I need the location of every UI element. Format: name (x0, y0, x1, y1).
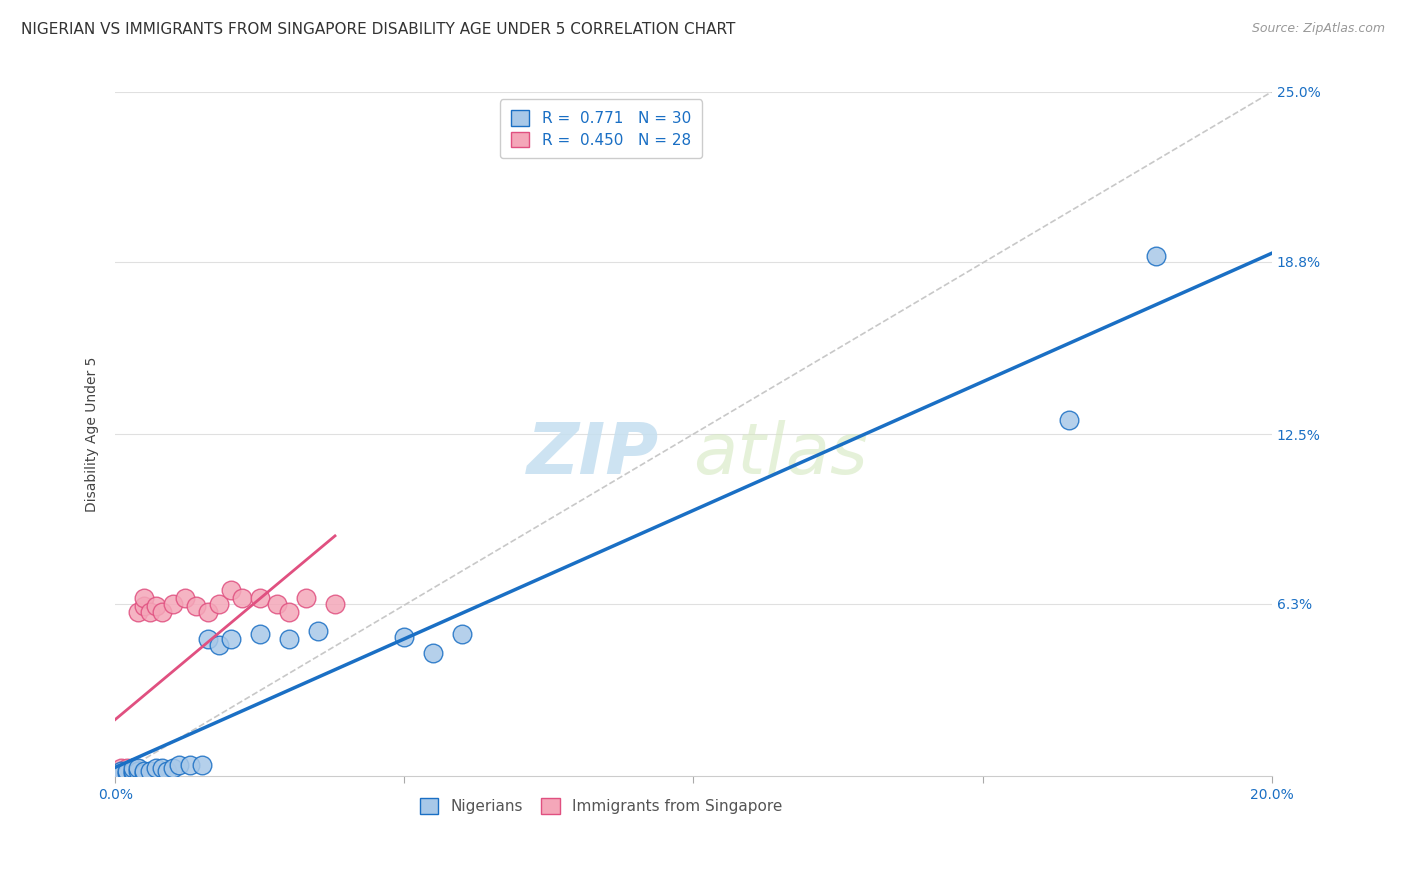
Point (150, 605, 173, 619)
Text: ZIP: ZIP (527, 420, 659, 489)
Point (249, 627, 271, 641)
Point (134, 591, 156, 606)
Point (127, 761, 149, 775)
Point (110, 764, 132, 778)
Point (121, 761, 143, 775)
Point (277, 605, 299, 619)
Point (145, 599, 167, 614)
Point (249, 591, 271, 606)
Point (179, 758, 201, 772)
Point (127, 766, 149, 780)
Point (1144, 249, 1167, 263)
Point (121, 764, 143, 778)
Point (110, 766, 132, 780)
Point (219, 632, 242, 647)
Point (145, 761, 167, 775)
Point (197, 632, 219, 647)
Point (127, 605, 149, 619)
Point (1059, 413, 1081, 427)
Point (167, 758, 190, 772)
Legend: Nigerians, Immigrants from Singapore: Nigerians, Immigrants from Singapore (411, 789, 792, 823)
Point (295, 591, 318, 606)
Point (208, 638, 231, 652)
Point (139, 605, 162, 619)
Point (115, 766, 138, 780)
Point (121, 761, 143, 775)
Y-axis label: Disability Age Under 5: Disability Age Under 5 (86, 356, 100, 512)
Point (115, 764, 138, 778)
Point (121, 766, 143, 780)
Text: NIGERIAN VS IMMIGRANTS FROM SINGAPORE DISABILITY AGE UNDER 5 CORRELATION CHART: NIGERIAN VS IMMIGRANTS FROM SINGAPORE DI… (21, 22, 735, 37)
Point (191, 758, 214, 772)
Point (121, 764, 143, 778)
Point (422, 646, 444, 660)
Point (110, 761, 132, 775)
Point (173, 591, 195, 606)
Point (110, 766, 132, 780)
Point (110, 764, 132, 778)
Point (115, 764, 138, 778)
Point (134, 599, 156, 614)
Point (121, 766, 143, 780)
Point (208, 597, 231, 611)
Point (323, 597, 346, 611)
Text: atlas: atlas (693, 420, 868, 489)
Point (394, 630, 416, 644)
Point (134, 764, 156, 778)
Point (186, 599, 208, 614)
Point (115, 766, 138, 780)
Point (219, 582, 242, 597)
Point (162, 761, 184, 775)
Point (231, 591, 253, 606)
Point (156, 764, 179, 778)
Point (197, 605, 219, 619)
Point (139, 764, 162, 778)
Point (277, 632, 299, 647)
Text: Source: ZipAtlas.com: Source: ZipAtlas.com (1251, 22, 1385, 36)
Point (115, 761, 138, 775)
Point (150, 761, 173, 775)
Point (134, 766, 156, 780)
Point (266, 597, 288, 611)
Point (451, 627, 474, 641)
Point (307, 624, 329, 639)
Point (127, 764, 149, 778)
Point (162, 597, 184, 611)
